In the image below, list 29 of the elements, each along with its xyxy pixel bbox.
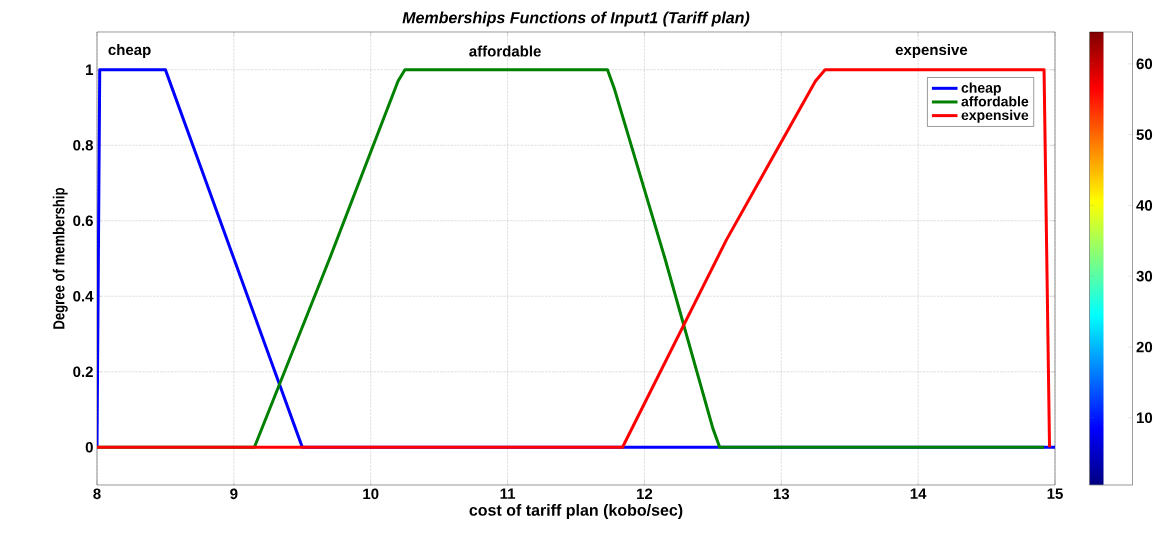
x-axis-title: cost of tariff plan (kobo/sec) [469,504,683,519]
color-bar-label: 20 [1136,341,1153,353]
y-tick-label: 1 [86,64,94,75]
legend-label: cheap [961,82,1001,96]
x-tick-label: 13 [773,488,790,500]
x-tick-label: 14 [910,488,927,499]
x-tick-label: 10 [363,488,379,500]
y-tick-label: 0.4 [73,290,94,302]
legend-label: expensive [961,109,1029,123]
annotation: cheap [108,44,151,59]
x-tick-label: 11 [500,488,516,499]
x-tick-label: 8 [93,488,101,500]
x-tick-label: 9 [230,488,238,500]
x-tick-label: 15 [1047,488,1063,499]
color-bar-label: 10 [1136,412,1153,424]
color-bar-label: 50 [1136,129,1153,140]
annotation: affordable [469,45,541,57]
annotation: expensive [895,44,968,59]
y-tick-label: 0.2 [73,366,93,378]
legend-label: affordable [961,96,1029,107]
y-axis-title: Degree of membership [52,187,68,329]
x-tick-label: 12 [637,488,653,500]
color-bar-label: 60 [1136,58,1153,70]
chart-title: Memberships Functions of Input1 (Tariff plan) [402,11,750,27]
color-bar-label: 30 [1136,270,1153,282]
y-tick-label: 0.6 [73,215,93,227]
color-bar-label: 40 [1136,200,1153,211]
y-tick-label: 0 [85,441,93,453]
y-tick-label: 0.8 [73,139,93,151]
